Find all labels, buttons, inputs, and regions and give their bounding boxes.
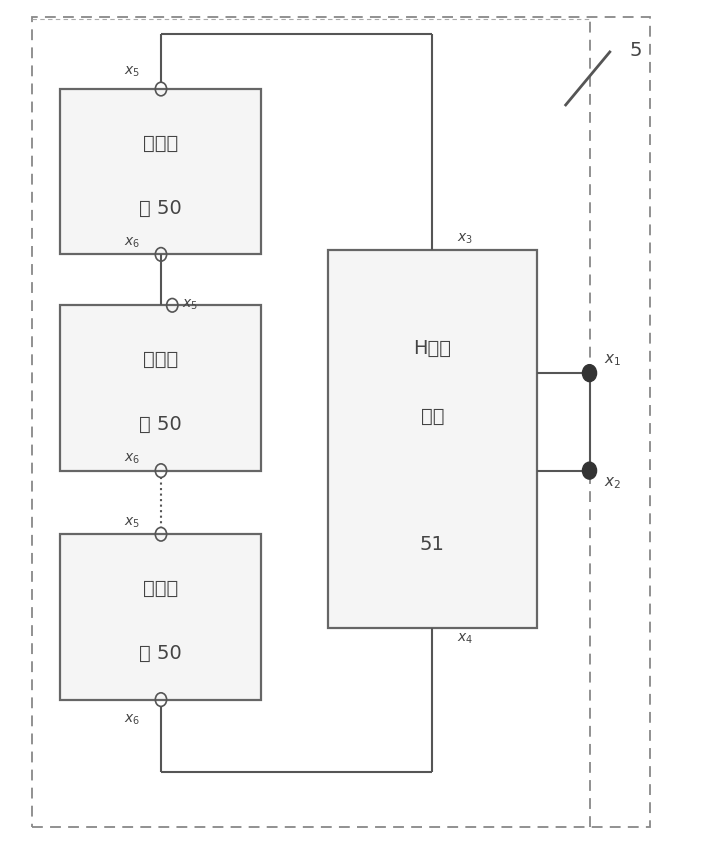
Circle shape [582,462,597,479]
Bar [60,534,261,700]
Text: $x_6$: $x_6$ [124,452,140,466]
Text: $x_5$: $x_5$ [124,65,140,79]
Bar [60,89,261,254]
Text: 变器: 变器 [421,407,444,426]
Text: $x_6$: $x_6$ [124,236,140,250]
Text: $x_4$: $x_4$ [457,632,473,646]
Text: $x_1$: $x_1$ [604,353,621,368]
Text: $x_5$: $x_5$ [182,298,198,312]
Text: $x_3$: $x_3$ [457,232,473,246]
Bar [60,305,261,471]
Text: 元 50: 元 50 [139,198,182,218]
Text: 基本单: 基本单 [143,579,178,599]
Bar [32,17,650,827]
Circle shape [582,365,597,382]
Text: $x_6$: $x_6$ [124,712,140,727]
Text: 基本单: 基本单 [143,350,178,370]
Text: H桥逆: H桥逆 [414,338,451,358]
Bar [328,250,537,628]
Text: $x_5$: $x_5$ [124,516,140,530]
Text: $x_2$: $x_2$ [604,476,621,491]
Text: 元 50: 元 50 [139,644,182,663]
Text: 基本单: 基本单 [143,134,178,153]
Text: 51: 51 [420,535,445,554]
Text: 元 50: 元 50 [139,415,182,434]
Text: 5: 5 [629,42,642,60]
